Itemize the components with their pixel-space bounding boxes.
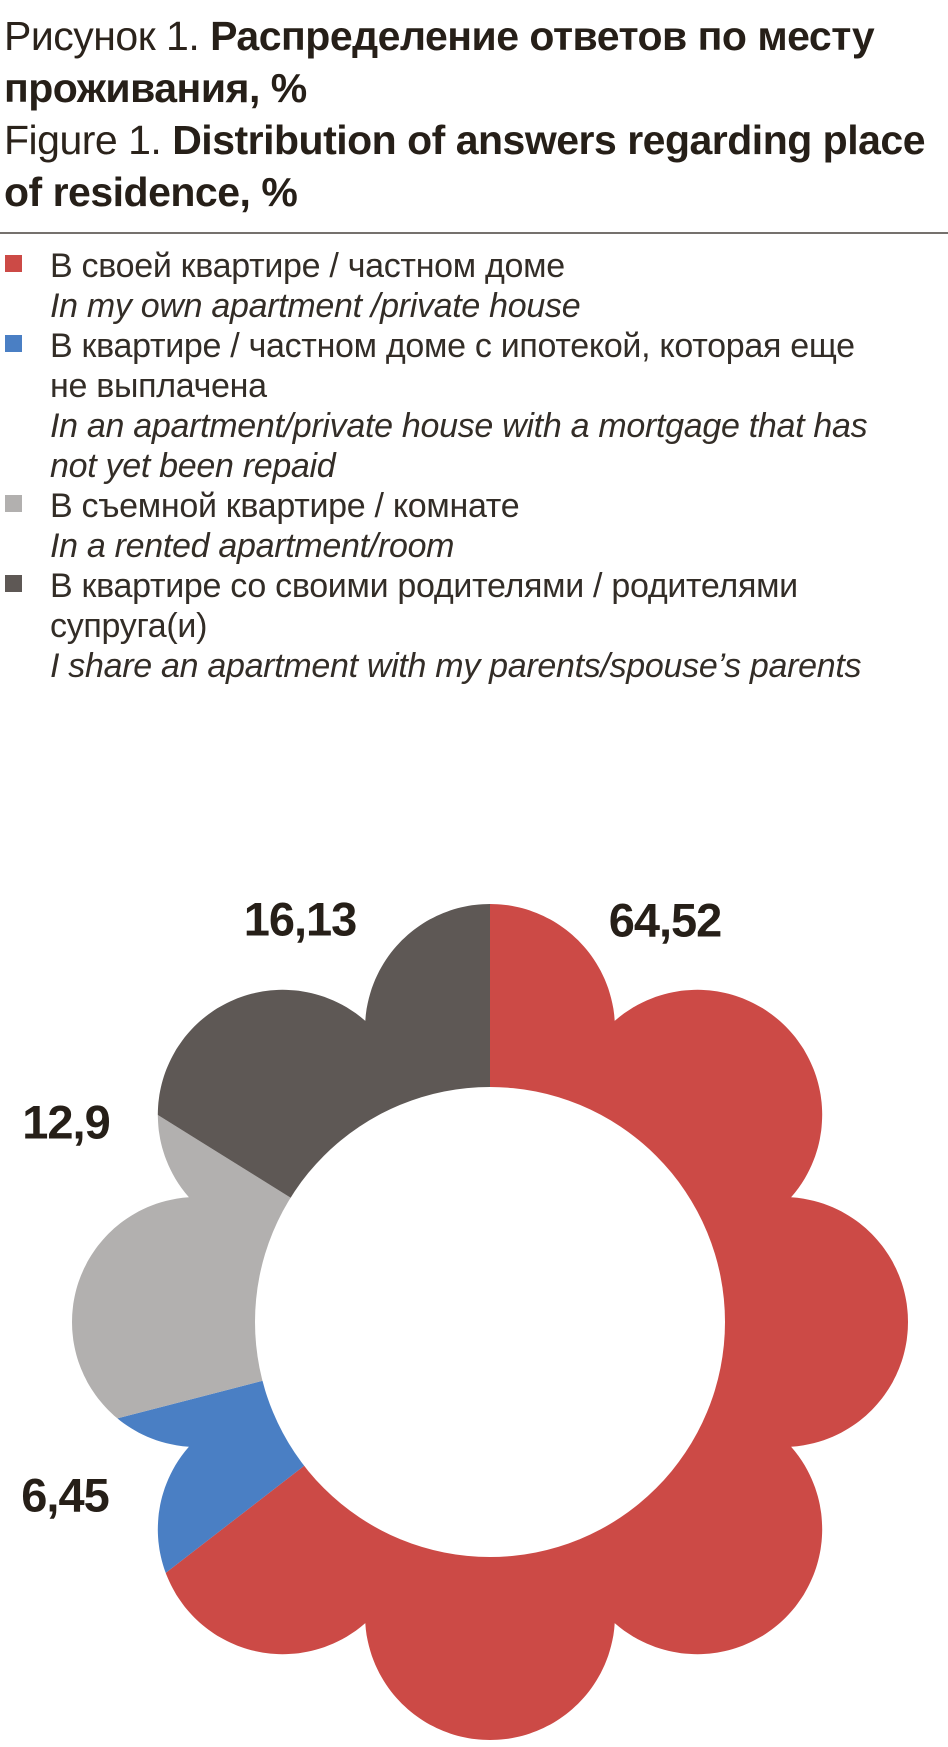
value-label-3: 16,13: [244, 893, 357, 946]
legend-item: В квартире со своими родителями / родите…: [0, 566, 948, 686]
figure-title-ru: Рисунок 1. Распределение ответов по мест…: [4, 10, 946, 114]
figure-title-ru-main: Распределение ответов по месту проживани…: [4, 13, 875, 111]
legend-label-en: In my own apartment /private house: [50, 287, 581, 325]
legend-label-en: In a rented apartment/room: [50, 527, 455, 565]
legend-item: В съемной квартире / комнате In a rented …: [0, 486, 948, 566]
legend-label-en: I share an apartment with my parents/spo…: [50, 647, 862, 685]
legend-item: В своей квартире / частном доме In my own…: [0, 246, 948, 326]
legend-swatch: [5, 495, 22, 512]
legend-label-ru: В квартире со своими родителями / родите…: [50, 567, 798, 645]
legend-label-ru: В квартире / частном доме с ипотекой, ко…: [50, 327, 855, 405]
legend: В своей квартире / частном доме In my own…: [0, 246, 948, 686]
value-label-2: 12,9: [22, 1096, 109, 1149]
legend-item: В квартире / частном доме с ипотекой, ко…: [0, 326, 948, 486]
legend-label-ru: В съемной квартире / комнате: [50, 487, 520, 525]
legend-swatch: [5, 575, 22, 592]
legend-swatch: [5, 335, 22, 352]
chart-area: 64,52 6,45 12,9 16,13: [0, 707, 948, 1747]
value-label-1: 6,45: [21, 1469, 108, 1522]
figure-title-en-main: Distribution of answers regarding place …: [4, 117, 926, 215]
figure-title-ru-prefix: Рисунок 1.: [4, 13, 211, 59]
donut-hole: [255, 1087, 725, 1557]
value-label-0: 64,52: [609, 894, 722, 947]
legend-swatch: [5, 255, 22, 272]
figure-title-en-prefix: Figure 1.: [4, 117, 173, 163]
figure-title-en: Figure 1. Distribution of answers regard…: [4, 114, 946, 218]
title-separator-line: [0, 232, 948, 234]
flower-chart: 64,52 6,45 12,9 16,13: [21, 893, 908, 1740]
figure-title-block: Рисунок 1. Распределение ответов по мест…: [0, 0, 948, 218]
legend-label-en: In an apartment/private house with a mor…: [50, 407, 868, 485]
legend-label-ru: В своей квартире / частном доме: [50, 247, 565, 285]
